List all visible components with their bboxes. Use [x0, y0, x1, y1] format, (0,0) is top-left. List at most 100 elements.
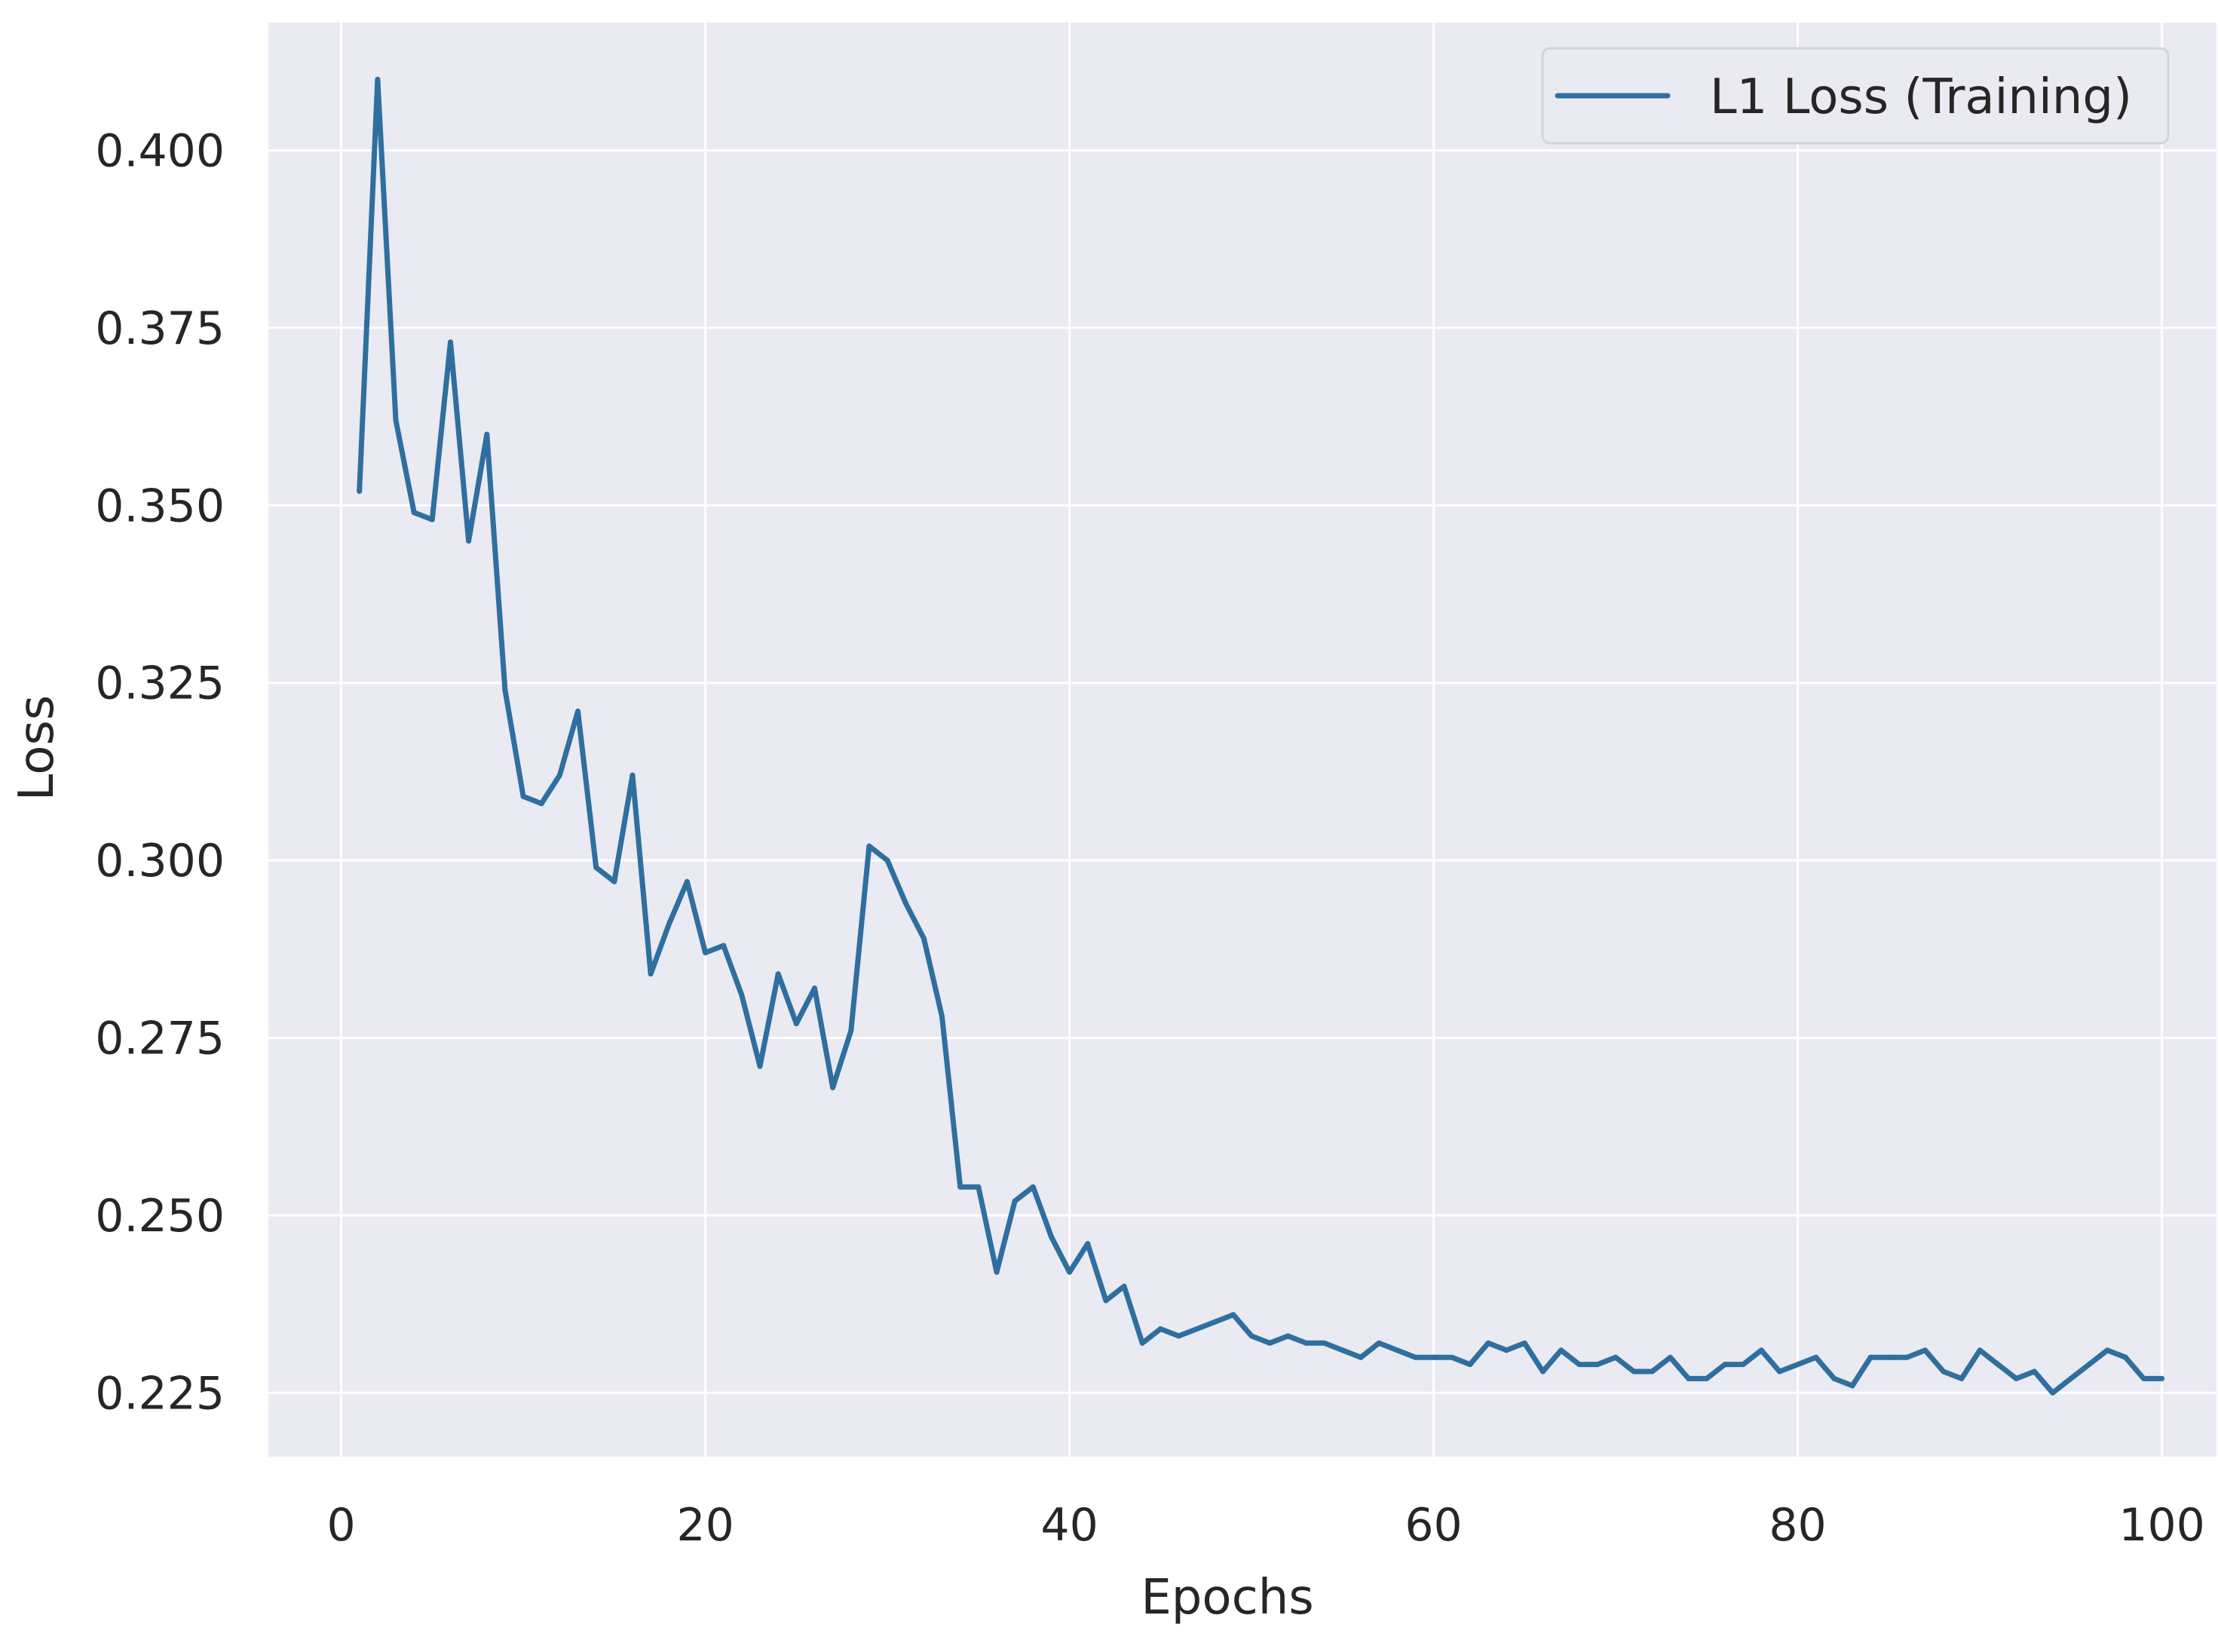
- data-point: [866, 843, 872, 849]
- series-line: [357, 76, 2165, 1396]
- data-point: [1995, 1362, 2001, 1368]
- series-layer: [357, 76, 2165, 1396]
- data-point: [757, 1063, 763, 1069]
- data-point: [1722, 1362, 1728, 1368]
- data-point: [1139, 1340, 1145, 1346]
- data-point: [520, 793, 526, 799]
- x-tick-label: 60: [1405, 1499, 1462, 1552]
- data-point: [484, 431, 490, 437]
- y-tick-label: 0.325: [95, 657, 225, 710]
- data-point: [1340, 1347, 1346, 1353]
- data-point: [1194, 1326, 1200, 1332]
- data-point: [575, 708, 581, 714]
- x-tick-label: 20: [676, 1499, 734, 1552]
- data-point: [739, 992, 745, 998]
- data-point: [2140, 1375, 2146, 1381]
- data-point: [1322, 1340, 1328, 1346]
- data-point: [830, 1084, 836, 1090]
- y-tick-label: 0.250: [95, 1190, 225, 1243]
- data-point: [611, 878, 617, 884]
- data-point: [1831, 1375, 1837, 1381]
- y-tick-label: 0.375: [95, 302, 225, 355]
- legend: L1 Loss (Training): [1541, 47, 2170, 145]
- data-point: [1304, 1340, 1309, 1346]
- data-point: [1540, 1368, 1546, 1375]
- data-point: [1285, 1333, 1291, 1339]
- data-point: [1849, 1383, 1855, 1389]
- data-point: [1048, 1234, 1054, 1240]
- data-point: [1922, 1347, 1928, 1353]
- y-tick-label: 0.225: [95, 1367, 225, 1420]
- data-point: [684, 878, 690, 884]
- data-point: [2068, 1375, 2074, 1381]
- data-point: [994, 1269, 1000, 1275]
- data-point: [884, 857, 890, 863]
- data-point: [775, 971, 781, 977]
- data-point: [1248, 1333, 1255, 1339]
- x-tick-label: 100: [2118, 1499, 2205, 1552]
- data-point: [2086, 1362, 2092, 1368]
- data-point: [1157, 1326, 1163, 1332]
- data-point: [502, 687, 508, 693]
- data-point: [921, 936, 927, 942]
- data-point: [1103, 1298, 1109, 1304]
- data-point: [1503, 1347, 1509, 1353]
- data-point: [411, 510, 417, 516]
- y-tick-label: 0.400: [95, 124, 225, 177]
- data-point: [1431, 1354, 1437, 1360]
- data-point: [1230, 1312, 1236, 1318]
- data-point: [1212, 1319, 1218, 1325]
- data-point: [1813, 1354, 1819, 1360]
- data-point: [721, 942, 727, 949]
- data-point: [393, 417, 399, 423]
- data-point: [1176, 1333, 1181, 1339]
- data-point: [1686, 1375, 1692, 1381]
- data-point: [429, 516, 435, 523]
- x-tick-label: 80: [1769, 1499, 1826, 1552]
- grid: [268, 23, 2216, 1457]
- data-point: [957, 1184, 963, 1190]
- tick-labels: 0 20 40 60 80 100 0.225 0.250 0.275 0.300 0.325 0.3…: [95, 124, 2205, 1552]
- data-point: [1941, 1368, 1947, 1375]
- data-point: [1704, 1375, 1710, 1381]
- data-point: [2159, 1375, 2165, 1381]
- data-point: [703, 950, 709, 955]
- data-point: [939, 1013, 945, 1019]
- data-point: [538, 801, 544, 807]
- data-point: [2013, 1375, 2019, 1381]
- data-point: [976, 1184, 982, 1190]
- data-point: [1867, 1354, 1873, 1360]
- data-point: [1668, 1354, 1673, 1360]
- data-point: [1267, 1340, 1273, 1346]
- data-point: [1521, 1340, 1527, 1346]
- data-point: [1485, 1340, 1491, 1346]
- plot-background: [268, 23, 2216, 1457]
- data-point: [630, 772, 636, 778]
- data-point: [1394, 1347, 1400, 1353]
- data-point: [1467, 1362, 1473, 1368]
- data-point: [793, 1021, 799, 1027]
- data-point: [1121, 1283, 1127, 1289]
- y-tick-label: 0.350: [95, 480, 225, 532]
- y-tick-label: 0.300: [95, 835, 225, 887]
- data-point: [466, 538, 472, 544]
- data-point: [593, 865, 599, 870]
- data-point: [1631, 1368, 1637, 1375]
- data-point: [1795, 1362, 1801, 1368]
- data-point: [1595, 1362, 1601, 1368]
- data-point: [556, 772, 562, 778]
- data-point: [2104, 1347, 2110, 1353]
- data-point: [357, 488, 363, 494]
- x-axis-title: Epochs: [1141, 1570, 1313, 1626]
- data-point: [1613, 1354, 1619, 1360]
- data-point: [1977, 1347, 1983, 1353]
- data-point: [1358, 1354, 1364, 1360]
- data-point: [1085, 1241, 1091, 1246]
- data-point: [812, 985, 817, 992]
- data-point: [2050, 1390, 2056, 1396]
- data-point: [1959, 1375, 1965, 1381]
- data-point: [448, 339, 453, 345]
- data-point: [848, 1028, 854, 1034]
